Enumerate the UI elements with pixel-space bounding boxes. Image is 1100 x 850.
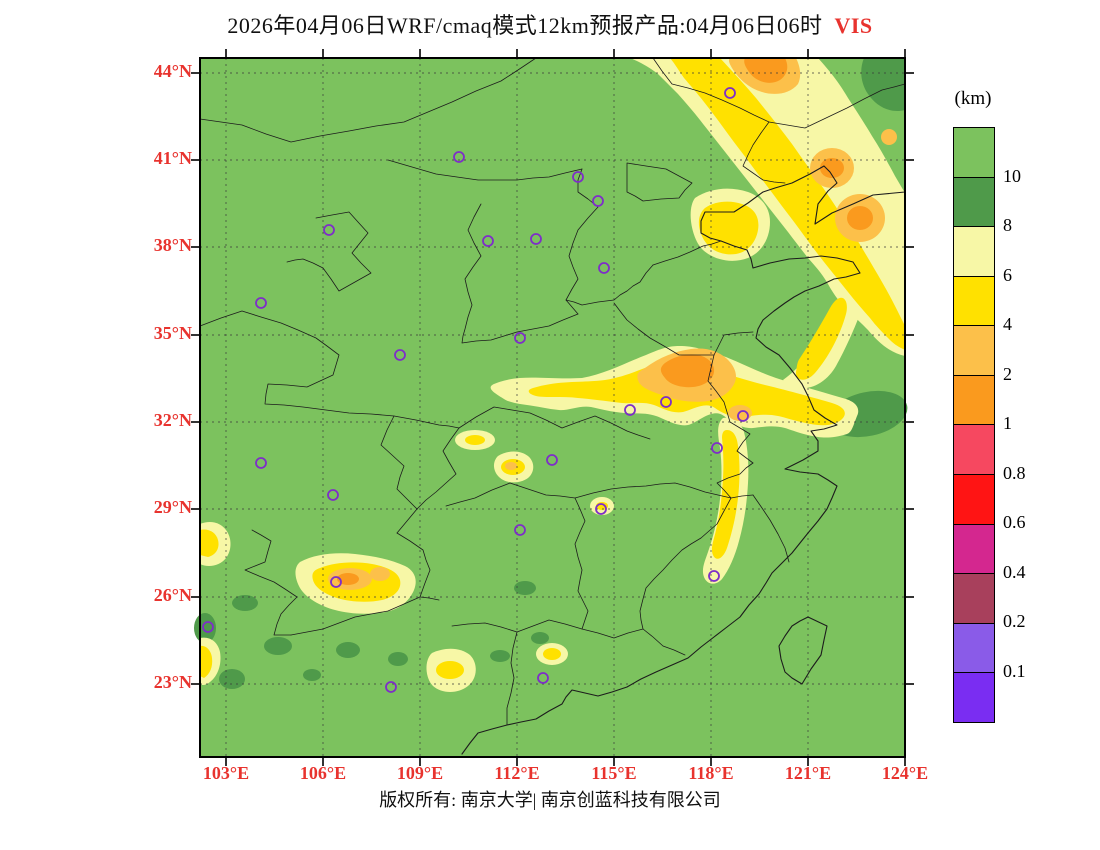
colorbar-tick-label: 6: [1003, 264, 1012, 285]
city-marker: [660, 396, 672, 408]
lat-label: 29°N: [153, 497, 192, 517]
city-marker: [546, 454, 558, 466]
colorbar-segment: [954, 375, 994, 426]
copyright-footer: 版权所有: 南京大学| 南京创蓝科技有限公司: [379, 790, 721, 810]
colorbar-tick-label: 1: [1003, 413, 1012, 433]
city-marker: [453, 151, 465, 163]
lon-label: 112°E: [494, 763, 540, 783]
colorbar-tick-label: 8: [1003, 215, 1012, 235]
city-marker: [514, 524, 526, 536]
lat-label: 41°N: [153, 148, 192, 168]
city-marker: [598, 262, 610, 274]
colorbar-tick-label: 10: [1003, 165, 1021, 186]
city-marker: [327, 489, 339, 501]
colorbar-segment: [954, 425, 994, 476]
colorbar-segment: [954, 475, 994, 525]
administrative-boundaries: [199, 57, 906, 755]
city-marker: [595, 503, 607, 515]
lat-label: 23°N: [153, 672, 192, 692]
city-marker: [572, 171, 584, 183]
title-variable-label: VIS: [834, 13, 873, 38]
lon-label: 124°E: [881, 763, 929, 783]
title-text: 2026年04月06日WRF/cmaq模式12km预报产品:04月06日06时: [227, 13, 823, 38]
city-marker: [482, 235, 494, 247]
city-marker: [514, 332, 526, 344]
city-marker: [708, 570, 720, 582]
colorbar-segment: [954, 128, 994, 178]
city-marker: [724, 87, 736, 99]
forecast-map: [191, 49, 914, 766]
city-marker: [394, 349, 406, 361]
lon-label: 109°E: [396, 763, 444, 783]
city-marker: [323, 224, 335, 236]
colorbar-tick-label: 0.6: [1003, 512, 1026, 532]
colorbar-tick-label: 2: [1003, 363, 1012, 384]
axis-ticks: [191, 49, 914, 766]
city-marker: [711, 442, 723, 454]
colorbar-segment: [954, 227, 994, 277]
city-marker: [202, 621, 214, 633]
lat-label: 35°N: [153, 323, 192, 343]
lat-label: 32°N: [153, 410, 192, 430]
city-marker: [330, 576, 342, 588]
visibility-1-2-regions: [337, 58, 873, 585]
city-markers: [202, 87, 749, 693]
national-border: [199, 57, 537, 143]
colorbar-tick-label: 0.1: [1003, 660, 1026, 681]
colorbar-segment: [954, 326, 994, 376]
city-marker: [737, 410, 749, 422]
lat-label: 26°N: [153, 585, 192, 605]
coastline: [461, 165, 906, 755]
city-marker: [592, 195, 604, 207]
taiwan-outline: [778, 616, 828, 685]
colorbar: [953, 127, 995, 723]
city-marker: [255, 457, 267, 469]
colorbar-segment: [954, 177, 994, 228]
lon-label: 115°E: [591, 763, 637, 783]
colorbar-tick-label: 0.4: [1003, 561, 1026, 582]
map-frame: [199, 57, 906, 758]
page-title: 2026年04月06日WRF/cmaq模式12km预报产品:04月06日06时 V…: [0, 8, 1100, 40]
colorbar-segment: [954, 276, 994, 327]
colorbar-tick-labels: 10 8 6 4 2 1 0.8 0.6 0.4 0.2 0.1: [1003, 127, 1063, 721]
colorbar-segment: [954, 574, 994, 624]
city-marker: [255, 297, 267, 309]
lon-label: 121°E: [784, 763, 832, 783]
colorbar-segment: [954, 524, 994, 575]
colorbar-segment: [954, 623, 994, 674]
colorbar-tick-label: 4: [1003, 314, 1012, 334]
lon-label: 118°E: [688, 763, 734, 783]
colorbar-tick-label: 0.8: [1003, 462, 1026, 483]
colorbar-unit-label: (km): [954, 88, 992, 109]
city-marker: [624, 404, 636, 416]
colorbar-tick-label: 0.2: [1003, 611, 1026, 631]
lat-label: 38°N: [153, 235, 192, 255]
lon-label: 106°E: [299, 763, 347, 783]
map-canvas: [191, 49, 914, 766]
lon-label: 103°E: [202, 763, 250, 783]
colorbar-segment: [954, 673, 994, 722]
city-marker: [537, 672, 549, 684]
city-marker: [385, 681, 397, 693]
lat-label: 44°N: [153, 61, 192, 81]
city-marker: [530, 233, 542, 245]
